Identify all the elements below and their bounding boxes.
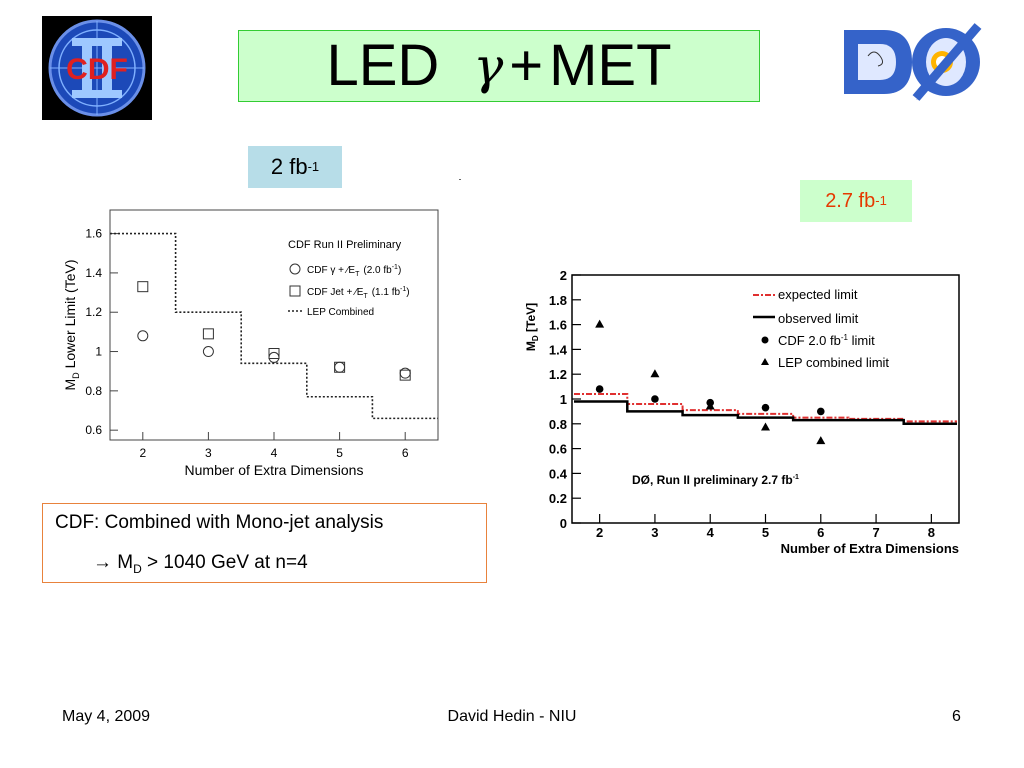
d0-legend: expected limit observed limit CDF 2.0 fb… [753, 287, 889, 370]
cdf-logo: CDF [42, 16, 152, 120]
cdf-legend-jet: CDF Jet + ∕ET (1.1 fb-1) [307, 286, 410, 300]
d0-y-tick-label: 1.4 [549, 342, 568, 357]
cdf-y-axis-label: MD Lower Limit (TeV) [62, 260, 81, 391]
cdf-x-tick-label: 6 [402, 446, 409, 460]
cdf-y-tick-label: 1 [95, 345, 102, 359]
cdf-jet-met-point [137, 281, 149, 293]
cdf-gamma-met-point [334, 361, 346, 373]
d0-lep-limit-point [650, 369, 660, 378]
cdf-y-tick-label: 0.6 [85, 423, 102, 437]
d0-x-tick-label: 3 [651, 525, 658, 540]
cdf-y-tick-label: 1.4 [85, 266, 102, 280]
footer-page-number: 6 [952, 708, 961, 725]
d0-x-tick-label: 8 [928, 525, 935, 540]
cdf-y-tick-label: 1.2 [85, 305, 102, 319]
title-plus: + [509, 33, 544, 98]
title-met: MET [549, 33, 672, 98]
cdf-combined-note: CDF: Combined with Mono-jet analysis → M… [42, 503, 487, 583]
cdf-gamma-met-point [202, 346, 214, 358]
cdf-gamma-met-point [137, 330, 149, 342]
d0-legend-observed: observed limit [778, 311, 859, 326]
cdf-x-axis-label: Number of Extra Dimensions [185, 462, 364, 478]
cdf-limit-chart: 2 3 4 5 6 0.6 0.8 1 1.2 1.4 1.6 CDF Run II Prelimi… [62, 209, 439, 478]
title-led: LED [326, 33, 440, 98]
d0-x-axis-label: Number of Extra Dimensions [781, 541, 959, 556]
cdf-chart-title: CDF Run II Preliminary [288, 239, 402, 251]
footer-author: David Hedin - NIU [447, 708, 577, 725]
d0-cdf-limit-point [761, 403, 770, 412]
footer-date: May 4, 2009 [62, 708, 151, 725]
d0-y-tick-label: 2 [560, 268, 567, 283]
lumi-d0-value: 2.7 fb [825, 190, 876, 212]
d0-legend-triangle-marker [761, 358, 769, 365]
cdf-note-line1: CDF: Combined with Mono-jet analysis [55, 512, 384, 533]
d0-cdf-limit-point [816, 407, 825, 416]
cdf-legend-square-marker [289, 285, 301, 297]
cdf-x-tick-label: 3 [205, 446, 212, 460]
cdf-x-tick-label: 4 [271, 446, 278, 460]
cdf-jet-met-point [399, 369, 411, 381]
cdf-logo-text: CDF [66, 53, 128, 86]
d0-x-tick-label: 5 [762, 525, 769, 540]
d0-y-tick-label: 0.8 [549, 417, 567, 432]
cdf-x-tick-label: 2 [139, 446, 146, 460]
d0-limit-chart: 2 3 4 5 6 7 8 0 0.2 0.4 0.6 0.8 1 1.2 1.4 1.6 1.8 2 expec… [524, 268, 960, 556]
cdf-legend: CDF γ + ∕ET (2.0 fb-1) CDF Jet + ∕ET (1.1 … [288, 263, 410, 318]
cdf-y-tick-label: 1.6 [85, 227, 102, 241]
d0-y-tick-label: 1.2 [549, 367, 567, 382]
d0-lep-limit-point [705, 401, 715, 410]
lumi-cdf-value: 2 fb [270, 154, 308, 179]
title-gamma: γ [473, 37, 504, 95]
stray-mark [459, 179, 461, 180]
d0-observed-limit-line [574, 400, 957, 426]
d0-legend-expected: expected limit [778, 287, 858, 302]
d0-y-tick-label: 0 [560, 516, 567, 531]
cdf-legend-circle-marker [289, 263, 301, 275]
d0-y-tick-label: 1.8 [549, 293, 567, 308]
d0-legend-lep: LEP combined limit [778, 355, 889, 370]
d0-y-tick-label: 1.6 [549, 318, 567, 333]
d0-cdf-limit-point [595, 385, 604, 393]
cdf-x-tick-label: 5 [336, 446, 343, 460]
d0-x-tick-label: 2 [596, 525, 603, 540]
cdf-jet-met-point [202, 328, 214, 340]
d0-cdf-limit-point [651, 395, 659, 403]
d0-x-tick-label: 7 [872, 525, 879, 540]
d0-legend-cdf: CDF 2.0 fb-1 limit [778, 333, 875, 348]
cdf-gamma-met-point [268, 351, 280, 363]
d0-lep-limit-point [761, 422, 770, 431]
d0-logo-text: DØ [916, 99, 918, 101]
cdf-jet-met-point [334, 361, 346, 373]
cdf-legend-gamma: CDF γ + ∕ET (2.0 fb-1) [307, 264, 401, 278]
d0-legend-dot-marker [761, 336, 769, 344]
cdf-legend-lep: LEP Combined [307, 307, 374, 318]
slide-title: LED γ + MET [238, 30, 760, 102]
lumi-label-cdf: 2 fb -1 [248, 146, 342, 188]
d0-logo: DØ [838, 22, 994, 102]
cdf-note-line2: → MD > 1040 GeV at n=4 [93, 552, 308, 576]
d0-x-tick-label: 6 [817, 525, 824, 540]
d0-y-tick-label: 0.4 [549, 466, 568, 481]
d0-y-axis-label: MD [TeV] [524, 303, 540, 351]
d0-x-tick-label: 4 [707, 525, 715, 540]
d0-lep-limit-point [595, 319, 605, 328]
cdf-jet-met-point [268, 348, 280, 360]
d0-y-tick-label: 0.2 [549, 491, 567, 506]
d0-y-tick-label: 0.6 [549, 442, 567, 457]
d0-chart-title: DØ, Run II preliminary 2.7 fb-1 [632, 473, 799, 487]
cdf-lep-step-line [110, 232, 438, 420]
d0-lep-limit-point [816, 436, 826, 445]
d0-y-tick-label: 1 [560, 392, 567, 407]
cdf-y-tick-label: 0.8 [85, 384, 102, 398]
lumi-label-d0: 2.7 fb -1 [800, 180, 912, 222]
